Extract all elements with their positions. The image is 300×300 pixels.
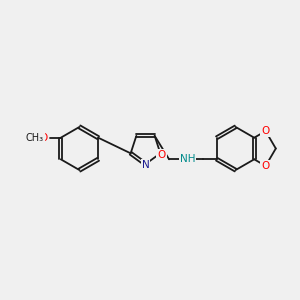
- Text: O: O: [158, 150, 166, 160]
- Text: N: N: [142, 160, 149, 170]
- Text: NH: NH: [180, 154, 195, 164]
- Text: CH₃: CH₃: [26, 133, 44, 143]
- Text: O: O: [40, 133, 48, 143]
- Text: O: O: [262, 126, 270, 136]
- Text: O: O: [262, 161, 270, 171]
